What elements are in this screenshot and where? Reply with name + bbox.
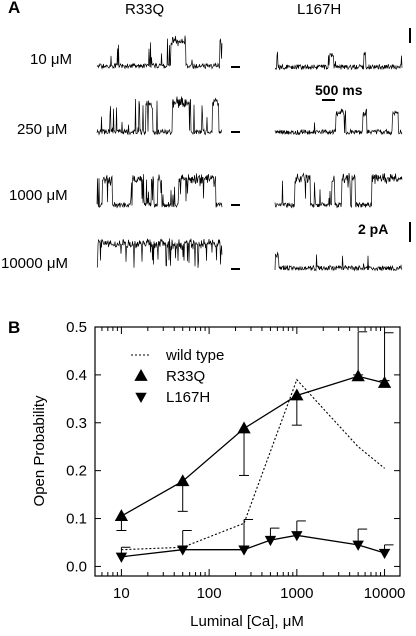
data-point-r33q: [351, 369, 365, 382]
data-point-l167h: [378, 548, 391, 560]
series-line-wild-type: [121, 378, 385, 551]
series-group: [114, 331, 394, 563]
row-label-10000: 10000 μM: [1, 255, 69, 272]
column-header-r33q: R33Q: [125, 1, 165, 18]
baseline-marker: [231, 268, 240, 270]
y-tick-label: 0.2: [66, 463, 87, 480]
current-scale-bar-top: [409, 28, 411, 43]
y-tick-label: 0.3: [66, 415, 87, 432]
current-trace: [96, 96, 223, 136]
column-header-l167h: L167H: [297, 1, 342, 18]
current-scale-label: 2 pA: [358, 221, 389, 237]
data-point-r33q: [176, 474, 190, 487]
series-line-r33q: [121, 375, 385, 517]
panel-b-letter: B: [8, 318, 21, 337]
x-tick-label: 1000: [280, 585, 313, 602]
baseline-marker: [231, 66, 240, 68]
legend: wild type R33Q L167H: [131, 347, 224, 406]
axes-ticks: 0.0 0.1 0.2 0.3 0.4 0.5 10 100 1000 10000: [66, 319, 405, 602]
trace-group: [96, 35, 403, 272]
data-point-l167h: [291, 531, 303, 542]
y-axis-label: Open Probability: [31, 395, 48, 506]
data-point-r33q: [237, 421, 251, 434]
legend-label: R33Q: [166, 368, 205, 385]
current-trace: [274, 51, 403, 71]
data-point-l167h: [352, 540, 364, 551]
legend-label: L167H: [166, 389, 210, 406]
current-trace: [274, 108, 403, 136]
row-label-10: 10 μM: [30, 51, 72, 68]
current-trace: [96, 173, 223, 209]
plot-frame: [94, 326, 401, 577]
y-tick-label: 0.4: [66, 367, 87, 384]
data-point-r33q: [114, 509, 129, 522]
current-trace: [96, 238, 223, 268]
y-tick-label: 0.0: [66, 558, 87, 575]
data-point-l167h: [264, 535, 277, 547]
current-scale-bar: [409, 222, 411, 242]
data-point-l167h: [238, 545, 250, 556]
time-scale-bar: [322, 99, 335, 101]
current-trace: [96, 35, 223, 70]
legend-swatch-r33q: [134, 369, 148, 381]
legend-swatch-l167h: [135, 392, 147, 403]
baseline-marker: [231, 131, 240, 133]
data-point-r33q: [377, 376, 392, 388]
row-label-250: 250 μM: [17, 121, 68, 138]
legend-label: wild type: [165, 347, 224, 364]
panel-a-letter: A: [8, 0, 21, 17]
y-tick-label: 0.1: [66, 511, 87, 528]
data-point-l167h: [115, 552, 128, 563]
single-channel-traces: [96, 28, 411, 272]
x-axis-label: Luminal [Ca], μM: [190, 613, 304, 630]
data-point-l167h: [177, 545, 189, 556]
current-trace: [274, 172, 403, 209]
data-point-r33q: [290, 388, 304, 401]
baseline-marker: [231, 204, 240, 206]
x-tick-label: 100: [197, 585, 222, 602]
x-tick-label: 10000: [364, 585, 406, 602]
x-tick-label: 10: [113, 585, 130, 602]
time-scale-label: 500 ms: [315, 82, 363, 98]
y-tick-label: 0.5: [66, 319, 87, 336]
row-label-1000: 1000 μM: [9, 187, 68, 204]
series-line-l167h: [121, 534, 385, 558]
current-trace: [274, 251, 403, 272]
